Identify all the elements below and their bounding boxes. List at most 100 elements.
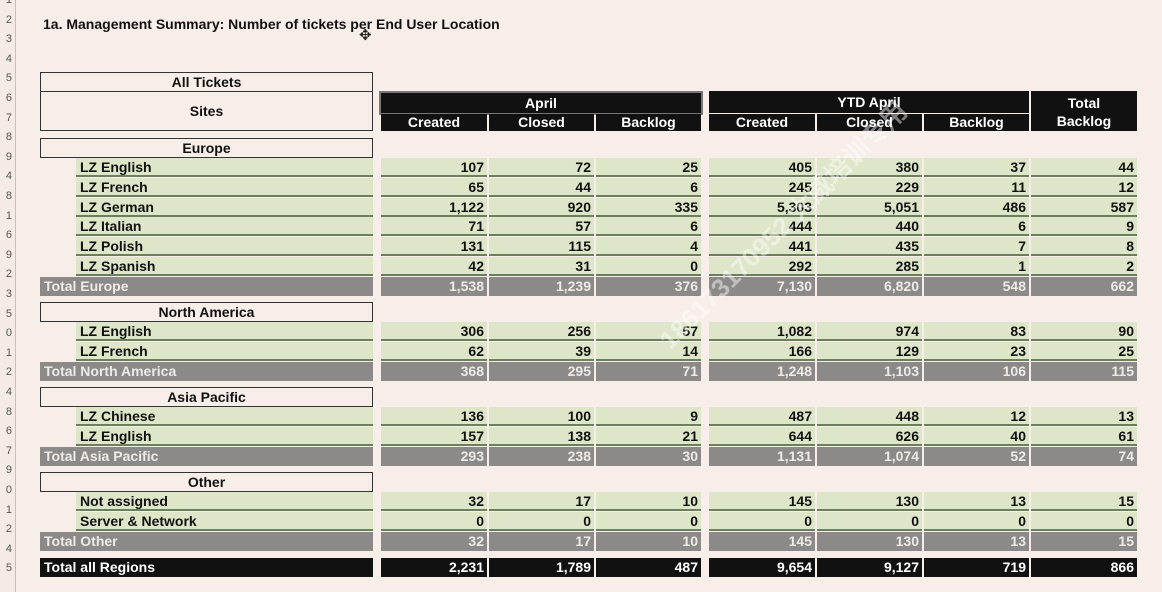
table-row-value[interactable]: 5,051	[817, 198, 922, 217]
grand-total-row-value[interactable]: 866	[1031, 558, 1137, 577]
april-header[interactable]: April	[381, 93, 701, 113]
table-row-label[interactable]: Server & Network	[76, 512, 373, 531]
table-row-value[interactable]: 626	[817, 427, 922, 446]
column-header-created[interactable]: Created	[709, 114, 815, 131]
section-total-row-value[interactable]: 295	[489, 362, 594, 381]
table-row-value[interactable]: 1	[924, 257, 1029, 276]
table-row-value[interactable]: 0	[1031, 512, 1137, 531]
grand-total-row-value[interactable]: 1,789	[489, 558, 594, 577]
section-total-row-value[interactable]: 662	[1031, 277, 1137, 296]
section-total-row-value[interactable]: 238	[489, 447, 594, 466]
table-row-value[interactable]: 129	[817, 342, 922, 361]
table-row-value[interactable]: 444	[709, 217, 815, 236]
table-row-value[interactable]: 285	[817, 257, 922, 276]
table-row-value[interactable]: 44	[489, 178, 594, 197]
table-row-value[interactable]: 441	[709, 237, 815, 256]
table-row-label[interactable]: LZ English	[76, 427, 373, 446]
table-row-value[interactable]: 435	[817, 237, 922, 256]
table-row-label[interactable]: LZ German	[76, 198, 373, 217]
table-row-value[interactable]: 17	[489, 492, 594, 511]
table-row-label[interactable]: LZ English	[76, 158, 373, 177]
table-row-value[interactable]: 15	[1031, 492, 1137, 511]
grand-total-row-value[interactable]: 2,231	[381, 558, 487, 577]
table-row-value[interactable]: 107	[381, 158, 487, 177]
table-row-label[interactable]: Not assigned	[76, 492, 373, 511]
table-row-value[interactable]: 138	[489, 427, 594, 446]
table-row-label[interactable]: LZ Polish	[76, 237, 373, 256]
table-row-value[interactable]: 245	[709, 178, 815, 197]
table-row-value[interactable]: 72	[489, 158, 594, 177]
table-row-value[interactable]: 31	[489, 257, 594, 276]
table-row-value[interactable]: 9	[596, 407, 701, 426]
table-row-value[interactable]: 0	[924, 512, 1029, 531]
section-total-row-value[interactable]: 1,538	[381, 277, 487, 296]
table-row-value[interactable]: 42	[381, 257, 487, 276]
table-row-value[interactable]: 13	[1031, 407, 1137, 426]
table-row-value[interactable]: 448	[817, 407, 922, 426]
grand-total-row-value[interactable]: 9,654	[709, 558, 815, 577]
section-total-row-value[interactable]: 15	[1031, 532, 1137, 551]
table-row-value[interactable]: 25	[1031, 342, 1137, 361]
table-row-value[interactable]: 1,122	[381, 198, 487, 217]
grand-total-row-value[interactable]: 487	[596, 558, 701, 577]
table-row-value[interactable]: 25	[596, 158, 701, 177]
section-total-row-value[interactable]: 548	[924, 277, 1029, 296]
table-row-value[interactable]: 14	[596, 342, 701, 361]
section-total-row-label[interactable]: Total North America	[40, 362, 373, 381]
section-total-row-value[interactable]: 10	[596, 532, 701, 551]
section-total-row-value[interactable]: 7,130	[709, 277, 815, 296]
table-row-value[interactable]: 23	[924, 342, 1029, 361]
column-header-backlog[interactable]: Backlog	[924, 114, 1029, 131]
table-row-value[interactable]: 157	[381, 427, 487, 446]
table-row-value[interactable]: 83	[924, 322, 1029, 341]
column-header-created[interactable]: Created	[381, 114, 487, 131]
table-row-value[interactable]: 0	[709, 512, 815, 531]
table-row-value[interactable]: 974	[817, 322, 922, 341]
section-total-row-value[interactable]: 115	[1031, 362, 1137, 381]
section-total-row-label[interactable]: Total Asia Pacific	[40, 447, 373, 466]
table-row-value[interactable]: 2	[1031, 257, 1137, 276]
table-row-value[interactable]: 12	[924, 407, 1029, 426]
table-row-value[interactable]: 130	[817, 492, 922, 511]
table-row-value[interactable]: 131	[381, 237, 487, 256]
section-total-row-value[interactable]: 1,239	[489, 277, 594, 296]
section-total-row-value[interactable]: 145	[709, 532, 815, 551]
section-total-row-value[interactable]: 17	[489, 532, 594, 551]
table-row-value[interactable]: 40	[924, 427, 1029, 446]
section-total-row-value[interactable]: 74	[1031, 447, 1137, 466]
section-total-row-label[interactable]: Total Other	[40, 532, 373, 551]
table-row-value[interactable]: 100	[489, 407, 594, 426]
section-total-row-value[interactable]: 1,248	[709, 362, 815, 381]
table-row-value[interactable]: 136	[381, 407, 487, 426]
table-row-value[interactable]: 8	[1031, 237, 1137, 256]
table-row-value[interactable]: 229	[817, 178, 922, 197]
table-row-value[interactable]: 486	[924, 198, 1029, 217]
table-row-value[interactable]: 0	[381, 512, 487, 531]
table-row-value[interactable]: 37	[924, 158, 1029, 177]
section-total-row-value[interactable]: 1,074	[817, 447, 922, 466]
table-row-value[interactable]: 5,303	[709, 198, 815, 217]
section-total-row-value[interactable]: 30	[596, 447, 701, 466]
table-row-value[interactable]: 0	[596, 512, 701, 531]
table-row-label[interactable]: LZ French	[76, 342, 373, 361]
table-row-value[interactable]: 0	[596, 257, 701, 276]
table-row-value[interactable]: 7	[924, 237, 1029, 256]
table-row-value[interactable]: 920	[489, 198, 594, 217]
grand-total-row-value[interactable]: 9,127	[817, 558, 922, 577]
table-row-value[interactable]: 587	[1031, 198, 1137, 217]
table-row-value[interactable]: 62	[381, 342, 487, 361]
table-row-value[interactable]: 380	[817, 158, 922, 177]
table-row-value[interactable]: 6	[596, 178, 701, 197]
column-header-closed[interactable]: Closed	[489, 114, 594, 131]
column-header-closed[interactable]: Closed	[817, 114, 922, 131]
table-row-value[interactable]: 57	[489, 217, 594, 236]
table-row-label[interactable]: LZ French	[76, 178, 373, 197]
table-row-value[interactable]: 0	[817, 512, 922, 531]
table-row-value[interactable]: 11	[924, 178, 1029, 197]
section-total-row-value[interactable]: 106	[924, 362, 1029, 381]
table-row-value[interactable]: 10	[596, 492, 701, 511]
section-total-row-value[interactable]: 1,103	[817, 362, 922, 381]
table-row-value[interactable]: 440	[817, 217, 922, 236]
table-row-value[interactable]: 1,082	[709, 322, 815, 341]
section-total-row-value[interactable]: 6,820	[817, 277, 922, 296]
